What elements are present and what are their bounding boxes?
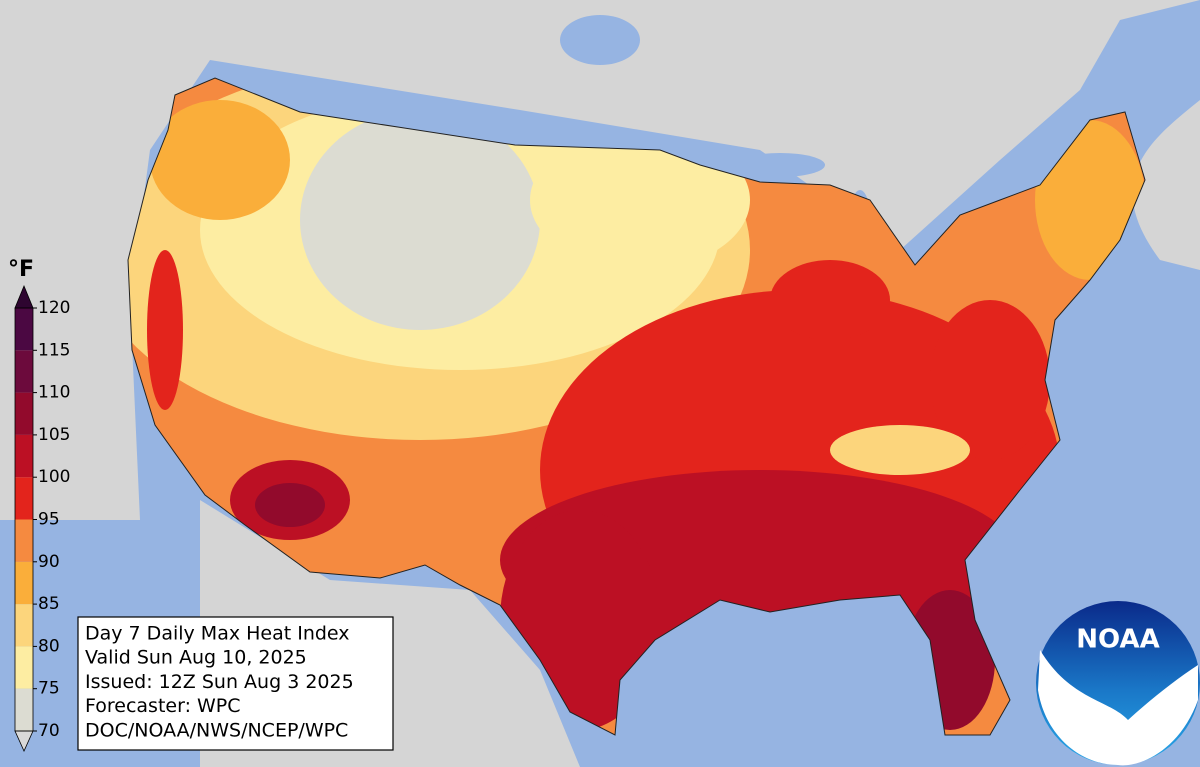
heat-zone: [1035, 120, 1145, 280]
colorbar-bin: [15, 688, 33, 731]
heat-zone: [150, 100, 290, 220]
colorbar-tick-label: 85: [38, 594, 60, 614]
colorbar-tick-label: 95: [38, 510, 60, 530]
colorbar-bin: [15, 350, 33, 393]
colorbar-tick-label: 90: [38, 552, 60, 572]
info-box: [77, 616, 394, 751]
noaa-logo: NOAA: [1036, 601, 1200, 766]
us-border: [127, 77, 1146, 736]
heat-zone: [930, 300, 1050, 460]
heat-zone: [300, 110, 540, 330]
colorbar-bin: [15, 308, 33, 351]
heat-zone: [147, 250, 183, 410]
colorbar-bin: [15, 646, 33, 689]
colorbar-bin: [15, 434, 33, 478]
colorbar-bin: [15, 519, 33, 562]
colorbar-tick-label: 80: [38, 636, 60, 656]
lake: [560, 15, 640, 65]
colorbar-tick-label: 100: [38, 467, 70, 487]
colorbar-tick-label: 75: [38, 679, 60, 699]
colorbar-tick-label: 115: [38, 340, 70, 360]
info-line: Issued: 12Z Sun Aug 3 2025: [85, 671, 354, 693]
heat-zone: [530, 130, 750, 270]
heat-zone: [830, 425, 970, 475]
colorbar-tick-label: 110: [38, 383, 70, 403]
info-line: DOC/NOAA/NWS/NCEP/WPC: [85, 719, 348, 741]
colorbar-tick-label: 105: [38, 425, 70, 445]
heat-zone: [255, 483, 325, 527]
lake: [735, 153, 825, 177]
logo-text: NOAA: [1076, 625, 1159, 655]
colorbar-bin: [15, 604, 33, 647]
logo-bird: [1038, 650, 1198, 766]
heat-field: [128, 78, 1145, 735]
land-canada: [0, 0, 1200, 520]
colorbar: °F 70 75 80 85 90 95 100 105 110 115 120: [8, 257, 70, 752]
colorbar-tick-label: 120: [38, 298, 70, 318]
info-line: Valid Sun Aug 10, 2025: [85, 647, 307, 669]
colorbar-unit: °F: [8, 257, 34, 282]
info-line: Day 7 Daily Max Heat Index: [85, 623, 350, 645]
heat-zone: [770, 260, 890, 340]
colorbar-bin: [15, 392, 33, 435]
info-line: Forecaster: WPC: [85, 695, 241, 717]
colorbar-tick-label: 70: [38, 721, 60, 741]
colorbar-bin: [15, 561, 33, 605]
colorbar-bin: [15, 477, 33, 520]
